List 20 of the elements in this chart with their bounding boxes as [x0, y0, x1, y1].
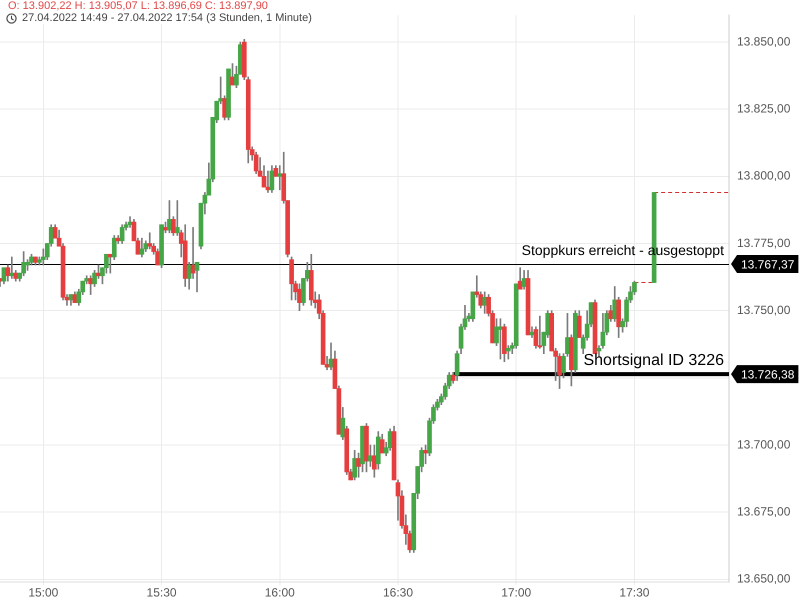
annotation: Shortsignal ID 3226 [583, 352, 724, 370]
x-tick-label: 15:00 [28, 586, 59, 600]
x-tick-label: 16:00 [264, 586, 296, 600]
x-tick-label: 16:30 [382, 586, 414, 600]
chart-title: O: 13.902,22 H: 13.905,07 L: 13.896,69 C: 13.897,90 [5, 0, 271, 12]
y-tick-label: 13.650,00 [737, 572, 791, 586]
y-tick-label: 13.675,00 [737, 504, 791, 518]
x-tick-label: 17:00 [501, 586, 532, 600]
x-tick-label: 17:30 [619, 586, 650, 600]
data-label: 13.726,38 [741, 367, 795, 382]
y-tick-label: 13.700,00 [737, 437, 791, 452]
y-tick-label: 13.825,00 [737, 102, 791, 116]
y-tick-label: 13.800,00 [737, 168, 791, 183]
y-tick-label: 13.750,00 [737, 303, 791, 317]
candlestick [498, 318, 503, 360]
ref-line-label: 13.767,37 [741, 257, 795, 272]
y-tick-label: 13.850,00 [737, 34, 791, 48]
x-tick-label: 15:30 [146, 586, 177, 600]
chart-subtitle: 27.04.2022 14:49 - 27.04.2022 17:54 (3 Stunden, 1 Minute) [22, 12, 312, 24]
y-tick-label: 13.775,00 [737, 236, 791, 250]
